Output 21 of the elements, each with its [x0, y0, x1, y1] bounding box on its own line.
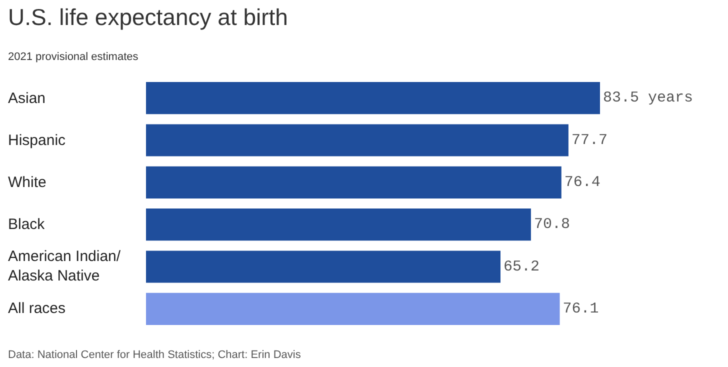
- y-tick-label: White: [8, 174, 46, 191]
- bar: [146, 292, 560, 325]
- data-label: 83.5 years: [603, 90, 694, 107]
- bar: [146, 250, 500, 283]
- y-tick-label: All races: [8, 300, 66, 317]
- y-tick-label: Asian: [8, 90, 46, 107]
- bar: [146, 166, 562, 198]
- text: Data: National Center for Health Statistics; Chart: Erin Davis: [8, 349, 302, 361]
- bar: [146, 208, 531, 241]
- data-label: 76.1: [562, 300, 599, 318]
- y-tick-label: Black: [8, 216, 46, 233]
- y-tick-label: Hispanic: [8, 132, 66, 149]
- chart-subtitle: 2021 provisional estimates: [8, 51, 139, 63]
- data-label: 76.4: [564, 174, 600, 191]
- bar: [146, 124, 568, 156]
- data-label: 70.8: [534, 216, 570, 234]
- data-label: 77.7: [571, 132, 608, 149]
- data-label: 65.2: [504, 258, 540, 276]
- chart-title: U.S. life expectancy at birth: [8, 4, 288, 30]
- y-tick-label: American Indian/ Alaska Native: [8, 248, 122, 284]
- bar: [146, 82, 600, 114]
